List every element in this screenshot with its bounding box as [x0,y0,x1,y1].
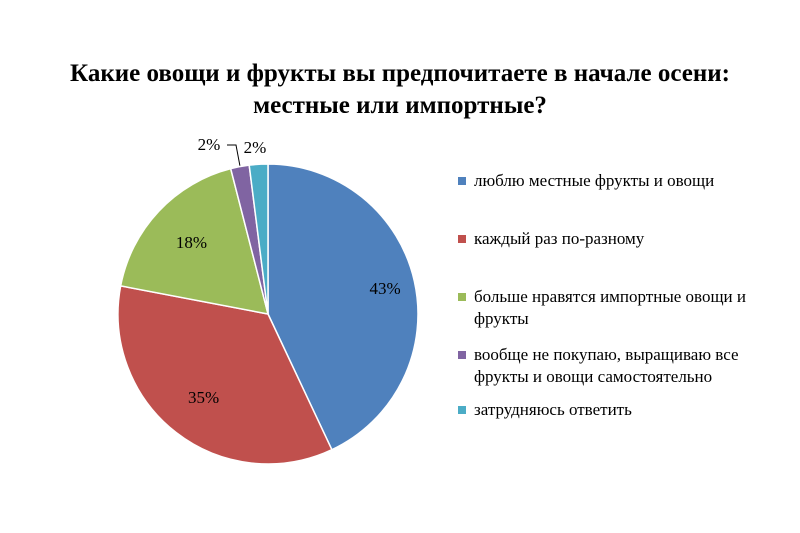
legend-swatch [458,293,466,301]
slice-value-label: 43% [370,279,401,298]
legend-swatch [458,235,466,243]
pie-slice [248,163,269,315]
slice-value-label: 18% [176,233,207,252]
pie-slice [117,285,333,465]
leader-line [227,144,241,166]
slice-value-label: 2% [198,135,221,154]
slice-value-label: 35% [188,388,219,407]
legend-label: люблю местные фрукты и овощи [474,171,715,190]
legend-label: больше нравятся импортные овощи и фрукты [474,287,746,328]
chart-title: Какие овощи и фрукты вы предпочитаете в … [70,60,730,119]
pie-slices [117,163,419,465]
legend-label: каждый раз по-разному [474,229,645,248]
slice-value-label: 2% [244,138,267,157]
slice-labels: 43% 35% 18% 2% 2% [176,135,401,407]
legend-label: вообще не покупаю, выращиваю все фрукты … [474,345,739,386]
legend-swatch [458,177,466,185]
pie-slice [119,167,270,315]
leader-lines [227,144,241,166]
legend-label: затрудняюсь ответить [474,400,632,419]
pie-slice [267,163,419,451]
legend-swatch [458,406,466,414]
legend-swatch [458,351,466,359]
